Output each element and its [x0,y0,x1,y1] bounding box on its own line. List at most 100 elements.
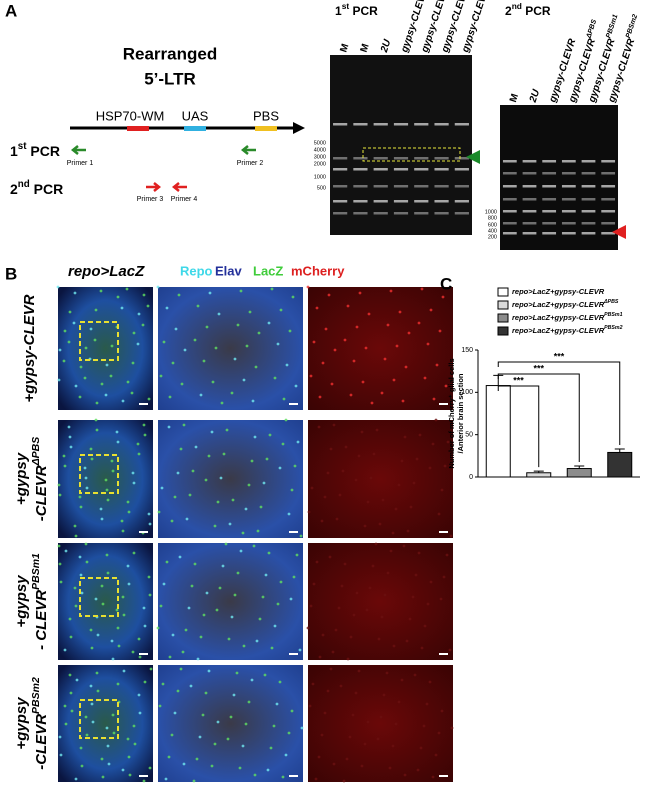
primer-arrow [240,145,256,155]
cell-spot [218,586,222,590]
cell-spot [383,593,387,597]
cell-spot [382,693,386,697]
cell-spot [236,323,240,327]
primer-arrow [70,145,86,155]
gel-band [601,185,616,188]
cell-spot [204,691,208,695]
cell-spot [90,646,94,650]
gel-band [542,172,557,175]
cell-spot [244,507,248,511]
panel-label: A [5,1,17,20]
gel-band [454,185,469,188]
gel-band [581,185,596,188]
gel-band [542,160,557,163]
gel-band [581,172,596,175]
cell-spot [265,457,269,461]
cell-spot [89,628,93,632]
cell-spot [323,711,327,715]
construct-title: Rearranged [123,44,217,63]
cell-spot [389,549,393,553]
cell-spot [251,399,255,403]
construct-title: 5’-LTR [144,69,196,88]
cell-spot [413,673,417,677]
cell-spot [244,722,248,726]
cell-spot [428,680,432,684]
cell-spot [281,775,285,779]
y-axis-label: /Anterior brain section [456,373,465,453]
cell-spot [284,418,288,422]
cell-spot [259,505,263,509]
cell-spot [107,762,111,766]
cell-spot [403,435,407,439]
cell-spot [168,395,172,399]
cell-spot [67,340,71,344]
bar [607,451,633,478]
gel-band [601,172,616,175]
gel-band [393,157,409,160]
cell-spot [363,524,367,528]
gel-band [522,185,537,188]
cell-spot [193,562,197,566]
cell-spot [261,595,265,599]
cell-spot [426,602,430,606]
cell-spot [96,689,100,693]
cell-spot [312,582,316,586]
cell-spot [138,711,142,715]
cell-spot [378,522,382,526]
cell-spot [94,418,98,422]
cell-spot [351,713,355,717]
text-part: -CLEVR [33,465,50,521]
element-label: UAS [182,108,209,123]
cell-spot [74,777,78,781]
text-part: repo>LacZ+gypsy-CLEVR [512,287,605,296]
gel-band [454,168,469,171]
lane-label: M [508,92,521,103]
cell-spot [422,724,426,728]
cell-spot [112,731,116,735]
cell-spot [309,604,313,608]
cell-spot [371,564,375,568]
cell-spot [332,423,336,427]
gel-band [581,198,596,201]
cell-spot [83,466,87,470]
cell-spot [211,380,215,384]
gel-band [581,222,596,225]
cell-spot [372,452,376,456]
gel-band [542,198,557,201]
cell-spot [196,304,200,308]
cell-spot [299,534,303,538]
cell-spot [222,452,226,456]
cell-spot [428,466,432,470]
cell-spot [85,486,89,490]
cell-spot [439,597,443,601]
cell-spot [57,544,61,548]
cell-spot [327,293,331,297]
cell-spot [171,361,175,365]
cell-spot [159,374,163,378]
cell-spot [391,531,395,535]
gel-band [561,172,576,175]
cell-spot [201,713,205,717]
cell-spot [442,575,446,579]
cell-spot [116,295,120,299]
cell-spot [165,306,169,310]
cell-spot [89,447,93,451]
cell-spot [270,646,274,650]
cell-spot [392,644,396,648]
cell-spot [446,440,450,444]
cell-spot [233,357,237,361]
cell-spot [290,488,294,492]
cell-spot [230,391,234,395]
cell-spot [183,348,187,352]
ladder-label: 500 [317,185,326,191]
gel-band [333,123,348,126]
cell-spot [95,671,99,675]
cell-spot [340,584,344,588]
text-part: +gypsy [13,452,30,505]
cell-spot [120,306,124,310]
cell-spot [326,471,330,475]
gel-band [393,200,409,203]
cell-spot [346,657,350,661]
cell-spot [417,551,421,555]
